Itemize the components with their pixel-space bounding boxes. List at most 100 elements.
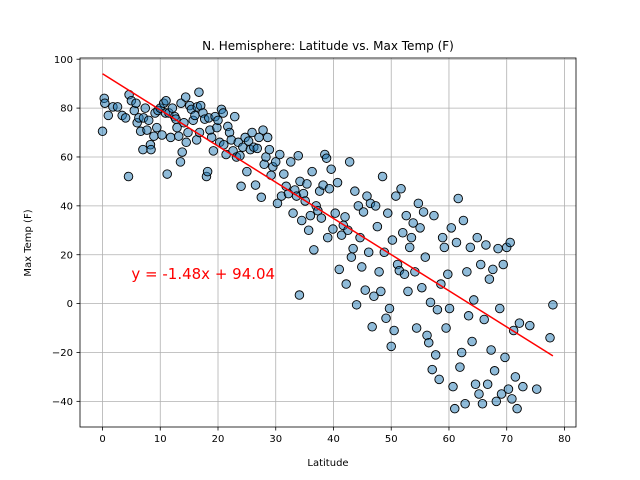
data-point [462, 267, 472, 277]
data-point [146, 144, 156, 155]
data-point [157, 130, 167, 140]
x-tick-label: 80 [558, 434, 571, 445]
data-point [149, 131, 159, 141]
data-point [358, 207, 369, 217]
data-point [303, 225, 314, 236]
data-point [460, 399, 470, 409]
data-point [429, 210, 439, 221]
data-point [180, 92, 191, 102]
data-point [399, 269, 410, 280]
data-point [152, 122, 162, 133]
data-points [97, 87, 558, 414]
data-point [545, 333, 555, 343]
data-point [448, 381, 458, 392]
data-point [194, 87, 204, 97]
data-point [458, 215, 469, 226]
data-point [377, 171, 388, 182]
data-point [437, 232, 448, 243]
data-point [321, 153, 332, 163]
data-point [474, 389, 484, 399]
data-point [177, 147, 187, 157]
data-point [417, 282, 427, 293]
data-point [477, 399, 488, 409]
data-point [236, 181, 246, 192]
y-tick-label: 0 [67, 299, 73, 310]
regression-line-group [102, 73, 554, 357]
x-tick-label: 70 [500, 434, 513, 445]
y-tick-label: 80 [60, 104, 73, 115]
data-point [441, 323, 451, 333]
data-point [496, 389, 507, 399]
data-point [505, 237, 515, 248]
data-point [307, 166, 317, 177]
data-point [430, 350, 441, 360]
x-axis-label: Latitude [307, 458, 348, 469]
data-point [357, 262, 367, 272]
x-tick-label: 0 [99, 434, 105, 445]
data-point [305, 210, 316, 221]
data-point [330, 208, 340, 218]
data-point [309, 245, 319, 255]
data-point [467, 336, 477, 347]
data-point [142, 125, 152, 135]
data-point [348, 243, 358, 254]
data-point [123, 171, 134, 182]
data-point [173, 131, 184, 141]
x-tick-label: 30 [269, 434, 282, 445]
data-point [258, 125, 268, 135]
data-point [202, 166, 213, 177]
data-point [120, 113, 131, 123]
regression-line [102, 73, 554, 357]
data-point [167, 103, 178, 113]
data-point [396, 183, 406, 194]
data-point [475, 259, 486, 270]
y-tick-label: −40 [52, 397, 73, 408]
data-point [363, 247, 374, 258]
data-point [451, 237, 462, 248]
data-point [425, 297, 436, 308]
data-point [488, 264, 498, 275]
data-point [518, 381, 528, 392]
data-point [213, 115, 223, 126]
x-tick-label: 10 [154, 434, 167, 445]
y-tick-label: 20 [60, 250, 73, 261]
data-point [367, 322, 377, 332]
data-point [443, 269, 453, 280]
data-point [296, 215, 307, 226]
data-point [344, 157, 355, 167]
data-point [262, 132, 273, 143]
data-point [525, 320, 535, 331]
x-tick-label: 60 [443, 434, 456, 445]
data-point [288, 208, 298, 218]
data-point [143, 115, 154, 126]
data-point [482, 379, 493, 389]
data-point [491, 396, 502, 407]
data-point [489, 366, 500, 376]
data-point [279, 169, 289, 179]
data-point [465, 242, 476, 253]
y-tick-label: 60 [60, 153, 73, 164]
data-point [548, 300, 558, 310]
data-point [413, 198, 424, 209]
x-tick-label: 50 [385, 434, 398, 445]
data-point [503, 384, 514, 394]
data-point [112, 102, 123, 112]
data-point [389, 325, 399, 336]
data-point [384, 303, 395, 314]
data-point [275, 149, 285, 160]
data-point [424, 337, 434, 348]
data-point [470, 379, 481, 389]
axes [79, 57, 577, 428]
data-point [162, 169, 172, 179]
data-point [486, 345, 496, 355]
data-point [383, 208, 393, 218]
data-point [411, 323, 422, 333]
data-point [507, 394, 517, 404]
data-point [369, 291, 379, 302]
data-point [427, 364, 437, 375]
data-point [346, 252, 357, 262]
data-point [208, 146, 219, 156]
data-point [495, 303, 505, 314]
data-point [376, 286, 386, 297]
data-point [328, 224, 338, 234]
